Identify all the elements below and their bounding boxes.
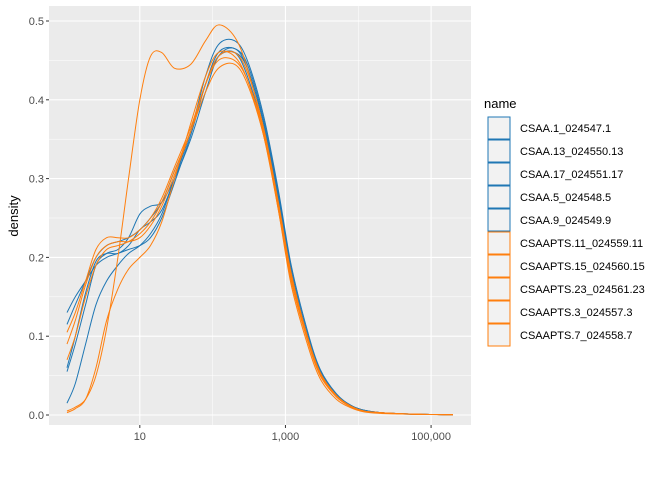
legend-key bbox=[487, 323, 511, 347]
x-tick-label: 1,000 bbox=[272, 431, 300, 443]
y-axis: 0.0 0.1 0.2 0.3 0.4 0.5 bbox=[29, 16, 49, 422]
legend-key bbox=[487, 185, 511, 209]
y-axis-title: density bbox=[6, 195, 21, 237]
major-gridlines bbox=[49, 6, 471, 425]
legend-key bbox=[487, 162, 511, 186]
legend-label: CSAA.5_024548.5 bbox=[520, 192, 611, 204]
legend-key bbox=[487, 116, 511, 140]
legend-title: name bbox=[484, 96, 517, 111]
series-line-CSAAPTS.15_024560.15 bbox=[66, 24, 454, 416]
legend-label: CSAAPTS.3_024557.3 bbox=[520, 307, 633, 319]
y-tick-label: 0.1 bbox=[29, 331, 44, 343]
legend-label: CSAA.1_024547.1 bbox=[520, 123, 611, 135]
legend-item: CSAAPTS.11_024559.11 bbox=[487, 231, 643, 255]
x-tick-label: 100,000 bbox=[411, 431, 451, 443]
plot-panel bbox=[49, 6, 471, 425]
legend-label: CSAA.13_024550.13 bbox=[520, 146, 623, 158]
legend-item: CSAAPTS.23_024561.23 bbox=[487, 277, 645, 301]
legend-label: CSAA.17_024551.17 bbox=[520, 169, 623, 181]
y-tick-label: 0.0 bbox=[29, 410, 44, 422]
legend-label: CSAAPTS.23_024561.23 bbox=[520, 284, 645, 296]
legend-item: CSAA.13_024550.13 bbox=[487, 139, 623, 163]
series-line-CSAAPTS.7_024558.7 bbox=[66, 57, 454, 416]
y-tick-label: 0.5 bbox=[29, 16, 44, 28]
legend-label: CSAAPTS.7_024558.7 bbox=[520, 330, 633, 342]
legend-item: CSAAPTS.7_024558.7 bbox=[487, 323, 633, 347]
legend-item: CSAA.1_024547.1 bbox=[487, 116, 611, 140]
legend-item: CSAAPTS.3_024557.3 bbox=[487, 300, 633, 324]
legend-label: CSAAPTS.15_024560.15 bbox=[520, 261, 645, 273]
legend-items: CSAA.1_024547.1 CSAA.13_024550.13 CSAA.17_… bbox=[487, 116, 645, 347]
legend-key bbox=[487, 139, 511, 163]
legend-key bbox=[487, 254, 511, 278]
legend-item: CSAA.9_024549.9 bbox=[487, 208, 611, 232]
legend-item: CSAA.5_024548.5 bbox=[487, 185, 611, 209]
legend: name CSAA.1_024547.1CSAA.13_024550.13CSA… bbox=[484, 96, 645, 347]
legend-key bbox=[487, 277, 511, 301]
x-tick-label: 10 bbox=[134, 431, 146, 443]
legend-item: CSAAPTS.15_024560.15 bbox=[487, 254, 645, 278]
y-tick-label: 0.2 bbox=[29, 252, 44, 264]
legend-key bbox=[487, 231, 511, 255]
legend-label: CSAAPTS.11_024559.11 bbox=[520, 238, 643, 250]
x-axis: 10 1,000 100,000 bbox=[134, 425, 451, 443]
legend-key bbox=[487, 208, 511, 232]
legend-key bbox=[487, 300, 511, 324]
legend-item: CSAA.17_024551.17 bbox=[487, 162, 623, 186]
density-lines bbox=[66, 24, 454, 416]
y-tick-label: 0.4 bbox=[29, 95, 44, 107]
legend-label: CSAA.9_024549.9 bbox=[520, 215, 611, 227]
y-tick-label: 0.3 bbox=[29, 174, 44, 186]
